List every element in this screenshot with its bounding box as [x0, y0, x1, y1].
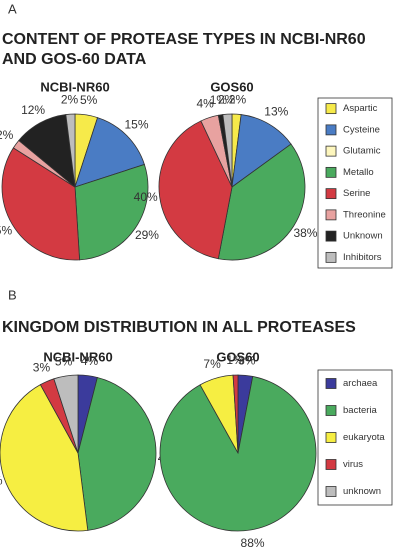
legend-label: Aspartic	[343, 103, 378, 114]
value-label: 12%	[21, 103, 45, 117]
legend-label: Unknown	[343, 231, 383, 242]
value-label: 7%	[203, 357, 221, 371]
legend-swatch	[325, 209, 337, 221]
legend-label: Glutamic	[343, 146, 381, 157]
pie-slice	[74, 163, 149, 261]
pie-slice	[217, 143, 306, 261]
legend-swatch	[325, 166, 337, 178]
pie-title: GOS60	[216, 349, 259, 364]
value-label: 3%	[238, 354, 256, 368]
pie-slice	[77, 376, 157, 531]
value-label: 5%	[80, 93, 98, 107]
legend-label: virus	[343, 459, 363, 470]
pie-slice	[222, 113, 233, 188]
panel-title: KINGDOM DISTRIBUTION IN ALL PROTEASES	[2, 319, 356, 336]
pie-slice	[232, 374, 239, 454]
pie-slice	[231, 114, 292, 188]
pie-title: NCBI-NR60	[40, 79, 109, 94]
legend-swatch	[325, 230, 337, 242]
value-label: 1%	[210, 93, 228, 107]
value-label: 88%	[241, 536, 265, 548]
legend-swatch	[325, 251, 337, 263]
value-label: 1%	[226, 353, 244, 367]
value-label: 35%	[0, 223, 12, 237]
legend-swatch	[325, 188, 337, 200]
value-label: 29%	[135, 228, 159, 242]
pie-slice	[74, 117, 145, 188]
legend-label: bacteria	[343, 405, 378, 416]
value-label: 38%	[293, 226, 317, 240]
pie-slice	[53, 374, 79, 454]
pie-title: GOS60	[210, 79, 253, 94]
value-label: 13%	[264, 104, 288, 118]
value-label: 3%	[33, 361, 51, 375]
pie-slice	[158, 120, 233, 260]
pie-title: NCBI-NR60	[43, 349, 112, 364]
legend-swatch	[325, 405, 337, 416]
value-label: 44%	[0, 474, 3, 488]
value-label: 2%	[61, 92, 79, 106]
legend-label: archaea	[343, 378, 378, 389]
value-label: 5%	[55, 354, 73, 368]
legend-swatch	[325, 378, 337, 389]
value-label: 2%	[218, 92, 236, 106]
pie-slice	[1, 147, 81, 261]
legend-swatch	[325, 145, 337, 157]
legend-swatch	[325, 459, 337, 470]
value-label: 4%	[81, 354, 99, 368]
legend-label: Inhibitors	[343, 252, 382, 263]
panel-label: A	[8, 1, 17, 16]
legend-swatch	[325, 124, 337, 136]
legend-label: unknown	[343, 486, 381, 497]
legend-label: Threonine	[343, 209, 386, 220]
value-label: 40%	[134, 190, 158, 204]
legend-label: Metallo	[343, 167, 374, 178]
panel-label: B	[8, 287, 17, 302]
legend-label: Serine	[343, 188, 370, 199]
legend-label: eukaryota	[343, 432, 385, 443]
value-label: 2%	[229, 92, 247, 106]
legend-swatch	[325, 103, 337, 115]
legend-swatch	[325, 486, 337, 497]
panel-title: CONTENT OF PROTEASE TYPES IN NCBI-NR60 AN…	[2, 31, 366, 68]
pie-slice	[0, 384, 89, 532]
pie-slice	[159, 375, 317, 532]
pie-slice	[65, 113, 76, 188]
value-label: 4%	[196, 96, 214, 110]
legend-label: Cysteine	[343, 124, 380, 135]
value-label: 15%	[125, 118, 149, 132]
value-label: 2%	[0, 128, 14, 142]
legend-swatch	[325, 432, 337, 443]
